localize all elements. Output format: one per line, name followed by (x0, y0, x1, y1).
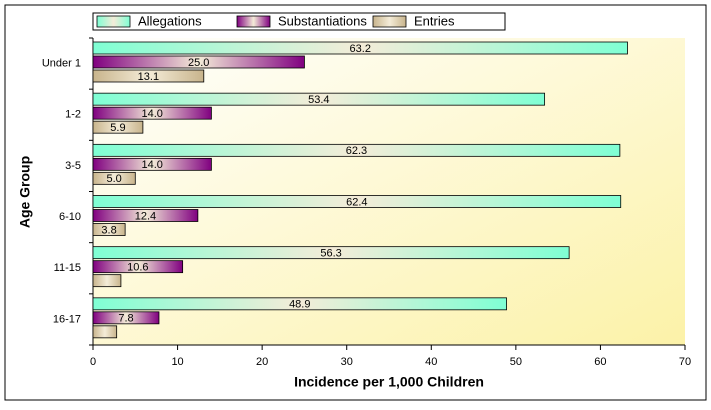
bar (92, 143, 621, 157)
bar (92, 325, 118, 339)
bar (92, 171, 136, 185)
frame (4, 4, 707, 401)
legend-label: Allegations (138, 13, 202, 28)
bar (92, 55, 305, 69)
legend-swatch (96, 15, 131, 28)
y-tick-label: 3-5 (65, 160, 81, 172)
value-label: 12.4 (135, 210, 156, 222)
y-tick-label: 1-2 (65, 109, 81, 121)
x-tick-label: 30 (341, 356, 353, 368)
value-label: 62.3 (346, 145, 367, 157)
bar (92, 69, 205, 83)
x-tick-label: 40 (425, 356, 437, 368)
value-label: 5.9 (110, 122, 125, 134)
legend-label: Substantiations (278, 13, 367, 28)
value-label: 3.8 (101, 224, 116, 236)
x-tick-label: 60 (594, 356, 606, 368)
x-tick-label: 20 (256, 356, 268, 368)
value-label: 14.0 (141, 159, 162, 171)
y-tick-label: 6-10 (59, 211, 81, 223)
bar (92, 246, 570, 260)
bar (92, 209, 199, 222)
plot-area (93, 38, 685, 345)
value-label: 14.0 (141, 108, 162, 120)
legend-label: Entries (414, 13, 455, 28)
value-label: 53.4 (308, 94, 329, 106)
bar (92, 120, 144, 134)
value-label: 10.6 (127, 262, 148, 274)
value-label: 5.0 (106, 173, 121, 185)
value-label: 25.0 (188, 57, 209, 69)
y-axis-title: Age Group (17, 156, 33, 228)
value-label: 63.2 (350, 43, 371, 55)
legend-swatch (236, 15, 271, 28)
bar (92, 92, 546, 106)
value-label: 48.9 (289, 299, 310, 311)
x-tick-label: 70 (679, 356, 691, 368)
x-tick-label: 10 (171, 356, 183, 368)
bar (92, 274, 122, 288)
y-tick-label: 11-15 (54, 262, 81, 274)
bar (92, 195, 622, 208)
x-tick-label: 0 (90, 356, 96, 368)
bar (92, 311, 160, 325)
x-axis-title: Incidence per 1,000 Children (294, 374, 484, 390)
y-tick-label: Under 1 (42, 57, 81, 69)
x-tick-label: 50 (510, 356, 522, 368)
bar (92, 157, 212, 171)
value-label: 13.1 (138, 71, 159, 83)
legend-swatch (372, 15, 407, 28)
bar (92, 106, 212, 120)
value-label: 56.3 (320, 248, 341, 260)
y-tick-label: 16-17 (53, 313, 81, 325)
bar (92, 260, 184, 274)
value-label: 7.8 (118, 313, 133, 325)
bar (92, 223, 126, 236)
bar (92, 297, 507, 311)
bar (92, 41, 628, 55)
value-label: 62.4 (346, 196, 367, 208)
